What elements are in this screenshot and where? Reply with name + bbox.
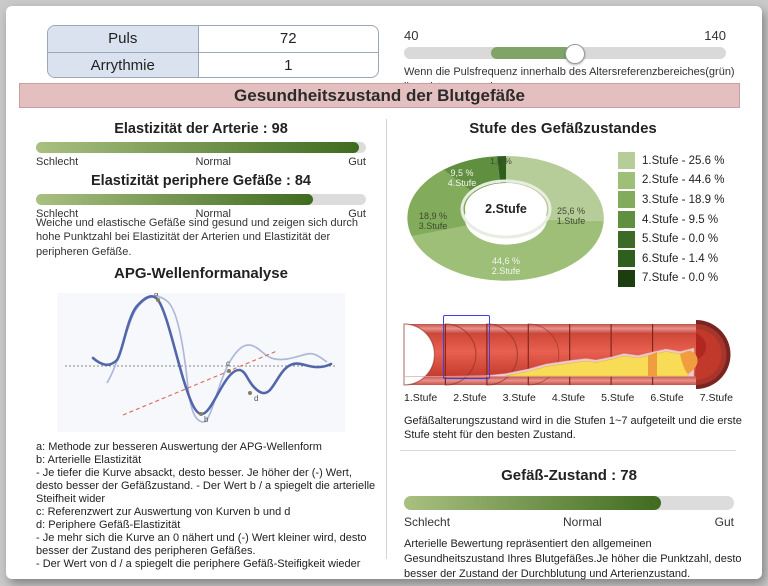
svg-text:4.Stufe: 4.Stufe xyxy=(448,178,477,188)
svg-text:2.Stufe: 2.Stufe xyxy=(492,266,521,276)
svg-text:d: d xyxy=(254,394,258,403)
svg-text:44,6 %: 44,6 % xyxy=(492,256,520,266)
svg-text:25,6 %: 25,6 % xyxy=(557,206,585,216)
svg-text:3.Stufe: 3.Stufe xyxy=(419,221,448,231)
svg-text:1,4 %: 1,4 % xyxy=(490,156,512,166)
svg-text:2.Stufe: 2.Stufe xyxy=(485,202,527,216)
svg-text:b: b xyxy=(204,415,209,424)
svg-text:a: a xyxy=(154,293,159,298)
svg-text:9,5 %: 9,5 % xyxy=(450,168,473,178)
svg-text:c: c xyxy=(226,359,230,368)
svg-text:1.Stufe: 1.Stufe xyxy=(557,216,586,226)
svg-text:18,9 %: 18,9 % xyxy=(419,211,447,221)
